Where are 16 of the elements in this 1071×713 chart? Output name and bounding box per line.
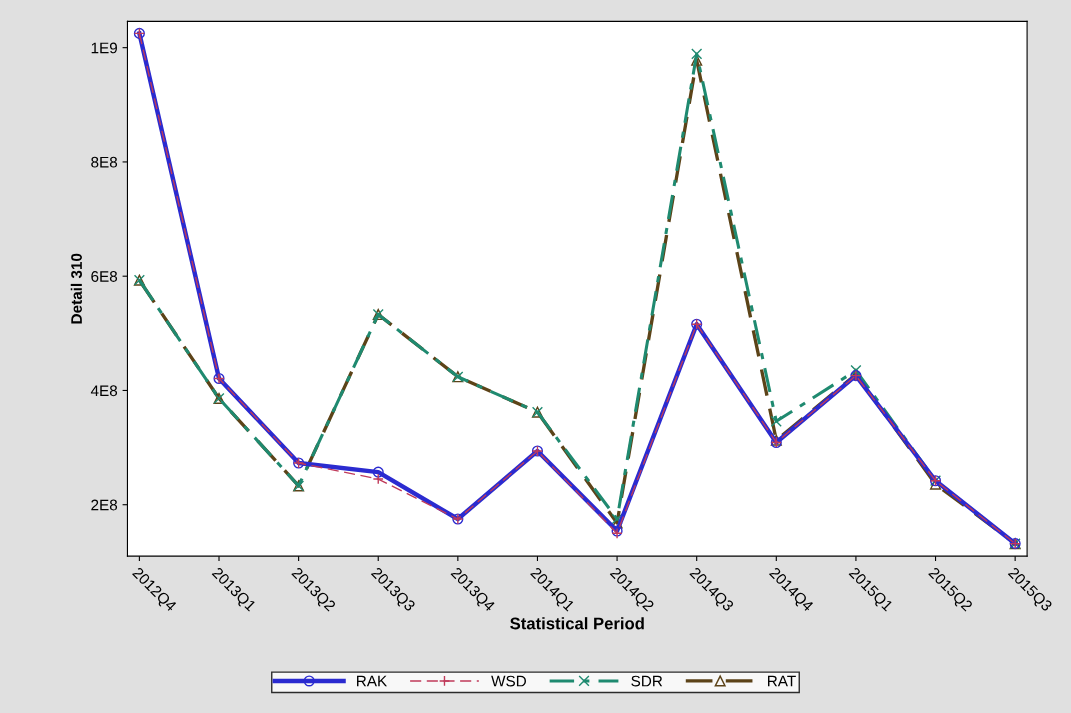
y-tick-label: 6E8: [91, 271, 118, 282]
legend-label: WSD: [491, 675, 526, 687]
y-tick-label: 1E9: [91, 42, 117, 54]
y-tick-label: 8E8: [91, 156, 118, 168]
y-tick-label: 4E8: [90, 385, 118, 397]
y-axis-title: Detail 310: [70, 253, 82, 324]
point: [691, 48, 703, 60]
legend-label: RAT: [768, 675, 796, 687]
point: [372, 466, 384, 478]
point: [372, 473, 384, 485]
y-tick-label: 2E8: [91, 499, 118, 511]
point: [770, 415, 782, 427]
legend-label: RAK: [357, 675, 388, 687]
point: [611, 513, 623, 525]
legend-label: SDR: [631, 675, 663, 687]
x-axis-title: Statistical Period: [510, 617, 644, 630]
